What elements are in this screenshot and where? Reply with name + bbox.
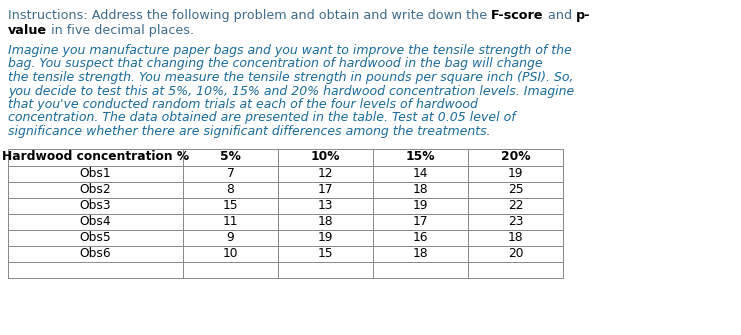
Text: Instructions: Address the following problem and obtain and write down the: Instructions: Address the following prob… xyxy=(8,9,491,22)
Text: 18: 18 xyxy=(318,215,333,228)
Text: 15: 15 xyxy=(223,199,239,212)
Text: 15: 15 xyxy=(318,247,333,260)
Text: 9: 9 xyxy=(227,231,234,244)
Text: 19: 19 xyxy=(508,167,523,180)
Text: 10: 10 xyxy=(223,247,239,260)
Text: 20%: 20% xyxy=(501,150,531,163)
Text: 8: 8 xyxy=(227,183,234,196)
Text: 16: 16 xyxy=(413,231,428,244)
Text: Obs5: Obs5 xyxy=(79,231,111,244)
Text: 5%: 5% xyxy=(220,150,241,163)
Text: value: value xyxy=(8,24,47,37)
Text: Obs6: Obs6 xyxy=(80,247,111,260)
Text: 18: 18 xyxy=(413,183,428,196)
Text: bag. You suspect that changing the concentration of hardwood in the bag will cha: bag. You suspect that changing the conce… xyxy=(8,58,542,70)
Text: you decide to test this at 5%, 10%, 15% and 20% hardwood concentration levels. I: you decide to test this at 5%, 10%, 15% … xyxy=(8,84,574,97)
Text: Obs4: Obs4 xyxy=(80,215,111,228)
Text: Imagine you manufacture paper bags and you want to improve the tensile strength : Imagine you manufacture paper bags and y… xyxy=(8,44,572,57)
Text: significance whether there are significant differences among the treatments.: significance whether there are significa… xyxy=(8,125,491,138)
Text: 22: 22 xyxy=(508,199,523,212)
Text: 19: 19 xyxy=(318,231,333,244)
Text: Obs3: Obs3 xyxy=(80,199,111,212)
Text: 20: 20 xyxy=(508,247,523,260)
Text: Obs2: Obs2 xyxy=(80,183,111,196)
Text: 23: 23 xyxy=(508,215,523,228)
Text: 10%: 10% xyxy=(310,150,340,163)
Text: the tensile strength. You measure the tensile strength in pounds per square inch: the tensile strength. You measure the te… xyxy=(8,71,574,84)
Text: 11: 11 xyxy=(223,215,239,228)
Text: Hardwood concentration %: Hardwood concentration % xyxy=(2,150,189,163)
Text: 17: 17 xyxy=(318,183,333,196)
Text: 15%: 15% xyxy=(406,150,435,163)
Text: 18: 18 xyxy=(508,231,523,244)
Text: that you've conducted random trials at each of the four levels of hardwood: that you've conducted random trials at e… xyxy=(8,98,478,111)
Text: 18: 18 xyxy=(413,247,428,260)
Text: in five decimal places.: in five decimal places. xyxy=(47,24,194,37)
Text: 17: 17 xyxy=(413,215,428,228)
Text: 19: 19 xyxy=(413,199,428,212)
Text: F-score: F-score xyxy=(491,9,544,22)
Text: 12: 12 xyxy=(318,167,333,180)
Text: p-: p- xyxy=(576,9,591,22)
Text: 7: 7 xyxy=(227,167,234,180)
Text: Obs1: Obs1 xyxy=(80,167,111,180)
Text: and: and xyxy=(544,9,576,22)
Text: 13: 13 xyxy=(318,199,333,212)
Text: 25: 25 xyxy=(508,183,523,196)
Text: 14: 14 xyxy=(413,167,428,180)
Text: concentration. The data obtained are presented in the table. Test at 0.05 level : concentration. The data obtained are pre… xyxy=(8,112,516,125)
